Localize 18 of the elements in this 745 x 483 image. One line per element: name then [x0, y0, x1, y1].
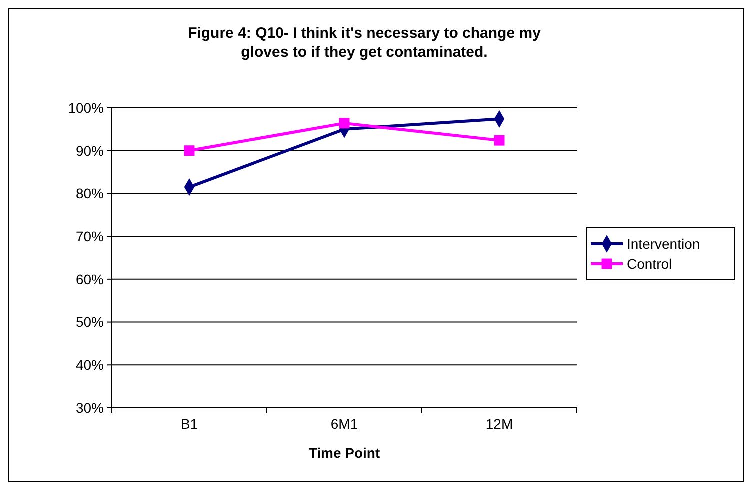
y-tick-label: 70%	[76, 228, 104, 244]
x-tick-label: 6M1	[330, 416, 358, 432]
x-tick-label: B1	[180, 416, 198, 432]
y-tick-label: 50%	[76, 314, 104, 330]
point	[494, 135, 505, 146]
y-tick-label: 80%	[76, 186, 104, 202]
point	[339, 118, 350, 129]
x-tick-label: 12M	[486, 416, 514, 432]
y-tick-label: 40%	[76, 357, 104, 374]
legend-label: Intervention	[627, 236, 700, 252]
y-tick-label: 100%	[68, 100, 104, 116]
legend-label: Control	[627, 256, 672, 272]
y-tick-label: 90%	[76, 142, 104, 159]
y-tick-label: 60%	[76, 271, 104, 288]
point	[184, 146, 195, 156]
y-tick-label: 30%	[76, 400, 104, 416]
chart-title: Figure 4: Q10- I think it's necessary to change my gloves to if they get contaminated.	[188, 25, 542, 61]
x-axis-title: Time Point	[308, 445, 380, 461]
